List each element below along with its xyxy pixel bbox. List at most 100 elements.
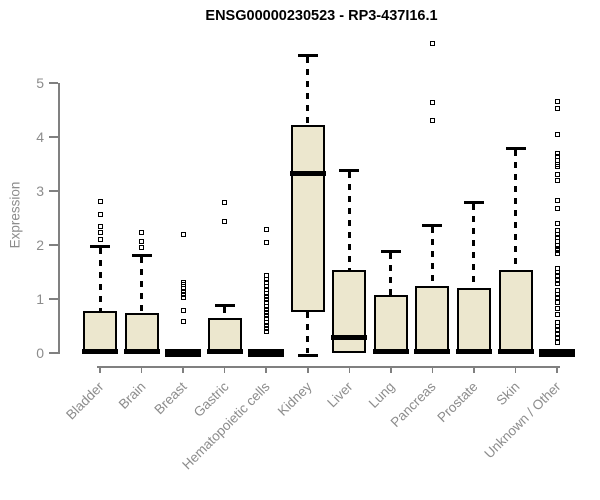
box-Bladder (83, 310, 117, 353)
outlier-point (554, 221, 560, 227)
chart-title: ENSG00000230523 - RP3-437I16.1 (205, 8, 438, 24)
box-Pancreas (415, 286, 450, 353)
upper-whisker-cap (339, 168, 360, 172)
upper-whisker (306, 56, 310, 126)
x-tick-mark (265, 366, 267, 373)
outlier-point (180, 318, 186, 324)
outlier-point (429, 40, 435, 46)
upper-whisker (140, 257, 144, 314)
y-tick-mark (49, 352, 58, 354)
x-tick-mark (556, 366, 558, 373)
upper-whisker-cap (90, 245, 110, 249)
y-tick-mark (49, 82, 58, 84)
outlier-point (554, 206, 560, 212)
upper-whisker-cap (131, 254, 152, 258)
median-Gastric (206, 349, 243, 355)
x-tick-mark (514, 366, 517, 373)
outlier-point (554, 245, 560, 251)
x-axis-line (97, 366, 561, 368)
outlier-point (554, 277, 560, 283)
box-Prostate (456, 288, 491, 353)
outlier-point (180, 279, 186, 285)
outlier-point (554, 300, 560, 306)
box-Liver (332, 269, 367, 353)
outlier-point (554, 288, 560, 294)
x-category-label: Gastric (190, 379, 232, 420)
x-tick-mark (390, 366, 392, 373)
y-tick-label: 4 (36, 129, 44, 145)
box-Unknown / Other (539, 349, 576, 357)
median-Liver (331, 335, 368, 341)
outlier-point (180, 232, 186, 238)
upper-whisker (472, 203, 476, 289)
outlier-point (554, 197, 560, 203)
outlier-point (263, 293, 269, 299)
y-axis-line (58, 83, 60, 354)
outlier-point (263, 240, 269, 246)
outlier-point (554, 242, 560, 248)
upper-whisker (98, 248, 102, 311)
box-Hematopoietic cells (248, 349, 285, 357)
outlier-point (263, 272, 269, 278)
upper-whisker-cap (463, 200, 484, 204)
x-category-label: Liver (324, 379, 356, 411)
upper-whisker-cap (505, 146, 526, 150)
outlier-point (139, 244, 145, 250)
outlier-point (263, 310, 269, 315)
y-tick-label: 2 (36, 237, 44, 253)
box-Kidney (290, 125, 325, 312)
outlier-point (180, 308, 186, 314)
box-Lung (373, 295, 408, 353)
median-Bladder (82, 349, 118, 355)
box-Gastric (207, 317, 242, 353)
outlier-point (97, 199, 103, 205)
y-tick-label: 0 (36, 345, 44, 361)
upper-whisker-cap (380, 249, 401, 253)
outlier-point (263, 287, 269, 293)
upper-whisker (347, 171, 351, 270)
y-tick-label: 5 (36, 75, 44, 91)
outlier-point (263, 227, 269, 233)
median-Brain (123, 349, 160, 355)
x-category-label: Pancreas (388, 379, 439, 430)
outlier-point (554, 150, 560, 156)
x-tick-mark (223, 366, 226, 373)
outlier-point (554, 265, 560, 271)
x-category-label: Lung (365, 379, 398, 411)
upper-whisker-cap (214, 303, 235, 307)
median-Pancreas (414, 349, 451, 355)
median-Prostate (455, 349, 492, 355)
x-category-label: Breast (151, 379, 190, 418)
y-tick-mark (49, 136, 58, 138)
outlier-point (180, 292, 186, 298)
outlier-point (263, 326, 269, 332)
outlier-point (222, 219, 228, 225)
x-tick-mark (473, 366, 475, 373)
median-Kidney (289, 170, 326, 176)
outlier-point (180, 282, 186, 288)
outlier-point (139, 229, 145, 235)
outlier-point (429, 100, 435, 106)
median-Skin (497, 349, 534, 355)
outlier-point (554, 235, 560, 241)
outlier-point (263, 313, 269, 319)
outlier-point (97, 212, 103, 218)
x-category-label: Kidney (274, 379, 315, 419)
outlier-point (429, 117, 435, 123)
outlier-point (263, 297, 269, 303)
x-category-label: Skin (492, 379, 523, 409)
outlier-point (139, 239, 145, 245)
box-Skin (498, 269, 533, 353)
outlier-point (554, 177, 560, 183)
y-tick-mark (49, 298, 58, 300)
outlier-point (263, 303, 269, 309)
outlier-point (554, 172, 560, 178)
outlier-point (263, 300, 269, 306)
outlier-point (554, 331, 560, 337)
outlier-point (263, 322, 269, 328)
outlier-point (554, 295, 560, 301)
outlier-point (554, 248, 560, 254)
y-tick-mark (49, 190, 58, 192)
y-tick-label: 1 (36, 291, 44, 307)
